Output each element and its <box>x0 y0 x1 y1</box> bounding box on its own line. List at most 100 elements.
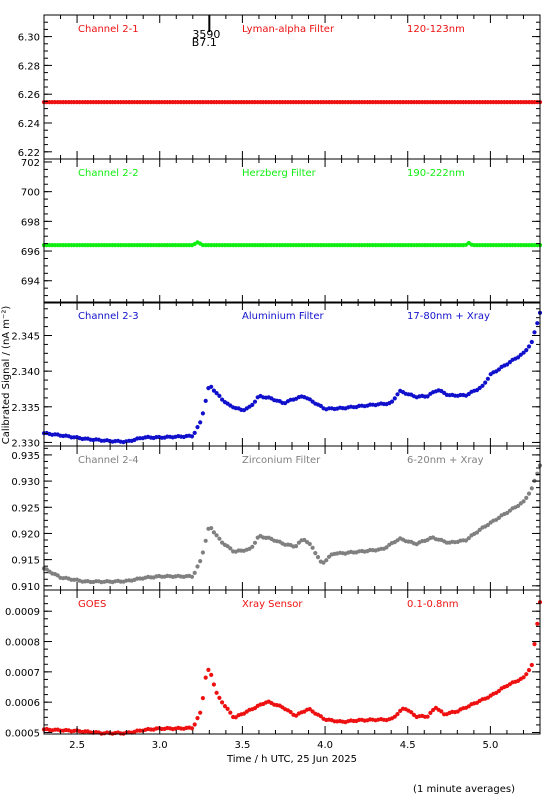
data-point <box>217 536 222 541</box>
y-tick-label: 0.0008 <box>5 638 40 649</box>
y-tick-label: 0.935 <box>11 451 40 462</box>
data-point <box>535 621 540 626</box>
data-point <box>214 690 219 695</box>
data-point <box>44 567 49 572</box>
data-point <box>55 573 60 578</box>
y-tick-label: 6.24 <box>18 119 40 130</box>
data-point <box>252 399 258 404</box>
data-point <box>252 540 258 545</box>
data-point <box>203 538 208 543</box>
data-point <box>283 401 288 406</box>
data-point <box>474 700 480 705</box>
data-point <box>507 508 512 513</box>
data-point <box>526 344 532 349</box>
data-point <box>198 420 203 425</box>
panel-filter-label: Zirconium Filter <box>242 455 321 466</box>
data-point <box>192 722 197 727</box>
event-marker-bottom-label: B7.1 <box>192 36 217 49</box>
data-point <box>387 542 392 547</box>
panel-band-label: 190-222nm <box>407 168 465 179</box>
data-point <box>220 397 225 402</box>
data-point <box>494 690 499 696</box>
data-point <box>280 705 285 710</box>
panel-filter-label: Xray Sensor <box>242 599 303 610</box>
data-point <box>524 348 529 353</box>
data-point <box>526 491 532 496</box>
data-point <box>494 517 499 522</box>
data-point <box>307 541 312 547</box>
data-point <box>288 709 293 715</box>
panel-band-label: 0.1-0.8nm <box>407 599 459 610</box>
y-tick-label: 702 <box>21 158 40 169</box>
footnote-averaging: (1 minute averages) <box>413 784 515 795</box>
data-point <box>496 367 501 372</box>
y-tick-label: 696 <box>21 247 40 258</box>
data-point <box>529 662 534 668</box>
data-point <box>496 688 501 694</box>
data-point <box>414 542 419 547</box>
data-point <box>198 559 203 564</box>
data-point <box>302 709 307 714</box>
data-point <box>195 425 200 430</box>
data-point <box>455 709 460 714</box>
data-point <box>488 693 493 698</box>
data-point <box>225 706 230 712</box>
data-point <box>384 545 389 550</box>
data-point <box>466 704 471 709</box>
y-axis-label: Calibrated Signal / (nA m⁻²) <box>1 306 12 445</box>
data-point <box>269 536 274 542</box>
data-point <box>518 352 523 357</box>
data-point <box>189 726 195 731</box>
data-point <box>466 391 471 397</box>
data-point <box>211 530 216 535</box>
data-point <box>494 369 499 374</box>
data-point <box>203 675 208 680</box>
data-point <box>250 402 255 407</box>
data-point <box>250 544 255 549</box>
panel-2-frame <box>43 158 541 304</box>
data-point <box>463 538 469 543</box>
data-point <box>244 709 249 714</box>
data-point <box>277 539 282 544</box>
x-tick-label: 3.5 <box>234 740 250 751</box>
data-point <box>521 675 526 680</box>
y-tick-label: 6.30 <box>18 33 40 44</box>
data-point <box>485 695 490 700</box>
y-tick-label: 2.345 <box>11 332 40 343</box>
y-tick-label: 0.0007 <box>5 668 40 679</box>
event-marker-top-label: 3590 <box>192 28 220 41</box>
data-point <box>203 398 208 403</box>
y-tick-label: 0.0006 <box>5 698 40 709</box>
x-axis-label: Time / h UTC, 25 Jun 2025 <box>226 754 357 765</box>
panel-3-frame <box>43 301 541 447</box>
y-tick-label: 0.920 <box>11 529 40 540</box>
x-tick-label: 4.5 <box>400 740 416 751</box>
data-point <box>211 682 216 687</box>
data-point <box>310 545 315 550</box>
y-tick-label: 0.925 <box>11 503 40 514</box>
x-tick-label: 4.0 <box>317 740 333 751</box>
data-point <box>529 339 534 345</box>
data-point <box>214 533 219 538</box>
data-point <box>488 520 493 525</box>
panel-band-label: 120-123nm <box>407 24 465 35</box>
data-point <box>466 536 471 541</box>
panel-filter-label: Aluminium Filter <box>242 311 325 322</box>
y-tick-label: 2.340 <box>11 367 40 378</box>
panel-2-points <box>41 240 543 248</box>
data-point <box>47 569 52 574</box>
panel-1-frame <box>43 14 541 160</box>
data-point <box>409 710 414 715</box>
data-point <box>217 393 222 398</box>
data-point <box>516 678 521 684</box>
data-point <box>524 672 529 677</box>
data-point <box>483 380 488 385</box>
data-point <box>518 501 523 506</box>
data-point <box>252 706 258 711</box>
data-point <box>485 522 490 528</box>
data-point <box>321 560 326 565</box>
data-point <box>488 372 493 377</box>
data-point <box>442 390 447 395</box>
data-point <box>474 388 480 393</box>
data-point <box>532 642 537 647</box>
